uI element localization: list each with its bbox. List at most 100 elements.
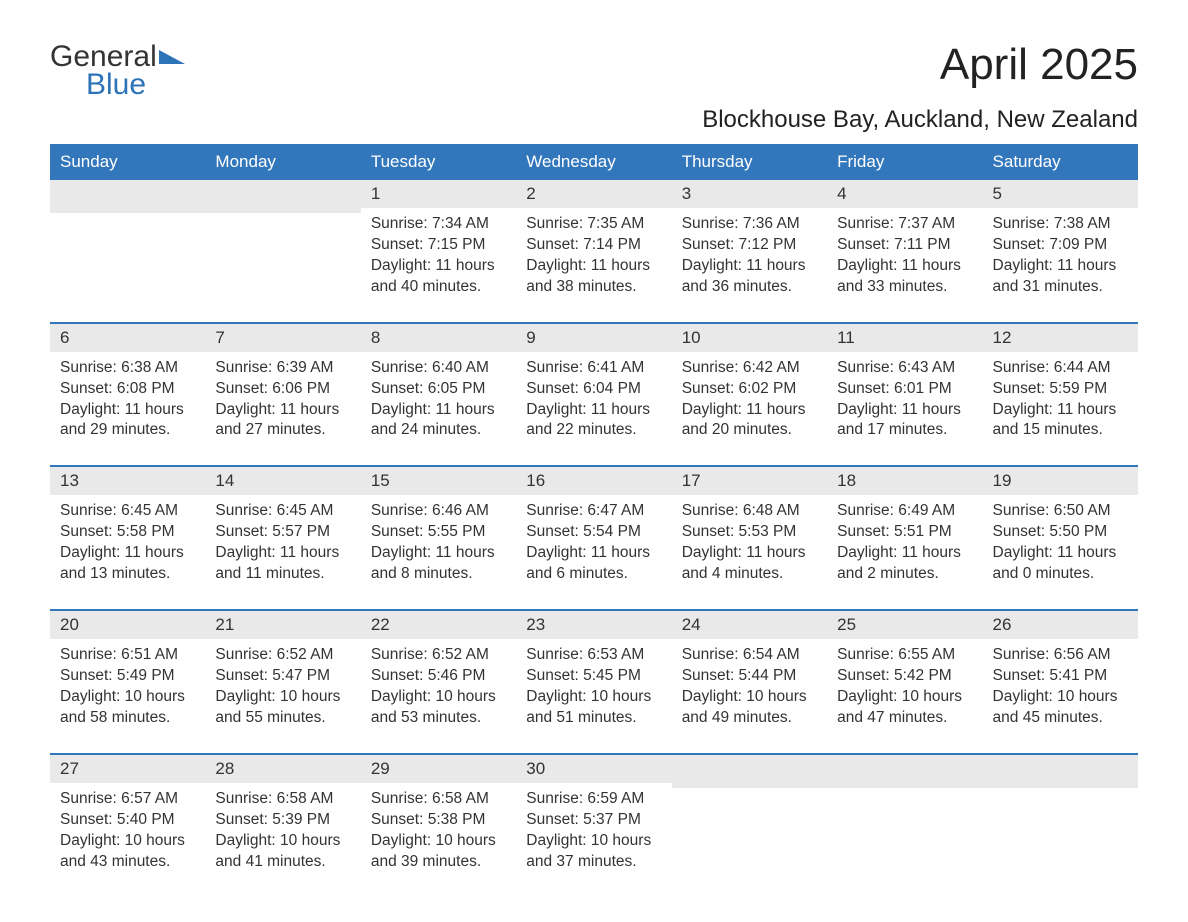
day-content: Sunrise: 6:43 AMSunset: 6:01 PMDaylight:… [827, 352, 982, 452]
date-number: 7 [205, 324, 360, 352]
day-content: Sunrise: 6:41 AMSunset: 6:04 PMDaylight:… [516, 352, 671, 452]
date-number: 13 [50, 467, 205, 495]
day-content: Sunrise: 7:37 AMSunset: 7:11 PMDaylight:… [827, 208, 982, 308]
day-content: Sunrise: 6:40 AMSunset: 6:05 PMDaylight:… [361, 352, 516, 452]
sunset-text: Sunset: 5:54 PM [526, 522, 661, 543]
day-content: Sunrise: 7:38 AMSunset: 7:09 PMDaylight:… [983, 208, 1138, 308]
date-number: 1 [361, 180, 516, 208]
daylight-text: Daylight: 10 hours and 51 minutes. [526, 687, 661, 729]
daylight-text: Daylight: 10 hours and 45 minutes. [993, 687, 1128, 729]
sunset-text: Sunset: 5:58 PM [60, 522, 195, 543]
day-content: Sunrise: 6:58 AMSunset: 5:39 PMDaylight:… [205, 783, 360, 883]
date-number [672, 755, 827, 788]
date-number: 27 [50, 755, 205, 783]
date-number: 22 [361, 611, 516, 639]
day-cell: 20Sunrise: 6:51 AMSunset: 5:49 PMDayligh… [50, 611, 205, 739]
date-number: 17 [672, 467, 827, 495]
sunset-text: Sunset: 5:41 PM [993, 666, 1128, 687]
daylight-text: Daylight: 10 hours and 41 minutes. [215, 831, 350, 873]
sunset-text: Sunset: 6:02 PM [682, 379, 817, 400]
month-title: April 2025 [940, 40, 1138, 90]
sunset-text: Sunset: 6:06 PM [215, 379, 350, 400]
sunset-text: Sunset: 7:12 PM [682, 235, 817, 256]
day-content: Sunrise: 6:38 AMSunset: 6:08 PMDaylight:… [50, 352, 205, 452]
sunset-text: Sunset: 7:15 PM [371, 235, 506, 256]
date-number: 5 [983, 180, 1138, 208]
daylight-text: Daylight: 10 hours and 37 minutes. [526, 831, 661, 873]
day-cell: 15Sunrise: 6:46 AMSunset: 5:55 PMDayligh… [361, 467, 516, 595]
location: Blockhouse Bay, Auckland, New Zealand [50, 106, 1138, 134]
date-number: 19 [983, 467, 1138, 495]
date-number: 29 [361, 755, 516, 783]
day-content: Sunrise: 6:58 AMSunset: 5:38 PMDaylight:… [361, 783, 516, 883]
sunset-text: Sunset: 6:05 PM [371, 379, 506, 400]
day-header: Saturday [983, 144, 1138, 180]
sunset-text: Sunset: 5:57 PM [215, 522, 350, 543]
calendar: Sunday Monday Tuesday Wednesday Thursday… [50, 144, 1138, 882]
sunset-text: Sunset: 5:49 PM [60, 666, 195, 687]
day-header: Friday [827, 144, 982, 180]
sunrise-text: Sunrise: 6:55 AM [837, 645, 972, 666]
day-cell: 23Sunrise: 6:53 AMSunset: 5:45 PMDayligh… [516, 611, 671, 739]
week-row: 13Sunrise: 6:45 AMSunset: 5:58 PMDayligh… [50, 465, 1138, 595]
sunrise-text: Sunrise: 6:52 AM [215, 645, 350, 666]
day-content: Sunrise: 6:52 AMSunset: 5:47 PMDaylight:… [205, 639, 360, 739]
day-cell: 16Sunrise: 6:47 AMSunset: 5:54 PMDayligh… [516, 467, 671, 595]
day-cell: 26Sunrise: 6:56 AMSunset: 5:41 PMDayligh… [983, 611, 1138, 739]
daylight-text: Daylight: 11 hours and 13 minutes. [60, 543, 195, 585]
daylight-text: Daylight: 11 hours and 40 minutes. [371, 256, 506, 298]
sunrise-text: Sunrise: 6:40 AM [371, 358, 506, 379]
day-header: Wednesday [516, 144, 671, 180]
day-content: Sunrise: 6:48 AMSunset: 5:53 PMDaylight:… [672, 495, 827, 595]
day-content: Sunrise: 6:42 AMSunset: 6:02 PMDaylight:… [672, 352, 827, 452]
sunrise-text: Sunrise: 6:45 AM [60, 501, 195, 522]
flag-icon [159, 40, 185, 74]
sunrise-text: Sunrise: 6:49 AM [837, 501, 972, 522]
day-cell: 3Sunrise: 7:36 AMSunset: 7:12 PMDaylight… [672, 180, 827, 308]
daylight-text: Daylight: 11 hours and 2 minutes. [837, 543, 972, 585]
date-number [50, 180, 205, 213]
date-number: 11 [827, 324, 982, 352]
day-content: Sunrise: 6:57 AMSunset: 5:40 PMDaylight:… [50, 783, 205, 883]
day-content: Sunrise: 7:35 AMSunset: 7:14 PMDaylight:… [516, 208, 671, 308]
sunset-text: Sunset: 5:37 PM [526, 810, 661, 831]
day-cell [827, 755, 982, 883]
day-cell: 29Sunrise: 6:58 AMSunset: 5:38 PMDayligh… [361, 755, 516, 883]
day-content: Sunrise: 7:34 AMSunset: 7:15 PMDaylight:… [361, 208, 516, 308]
sunset-text: Sunset: 5:50 PM [993, 522, 1128, 543]
day-cell: 21Sunrise: 6:52 AMSunset: 5:47 PMDayligh… [205, 611, 360, 739]
sunset-text: Sunset: 5:40 PM [60, 810, 195, 831]
day-cell: 6Sunrise: 6:38 AMSunset: 6:08 PMDaylight… [50, 324, 205, 452]
sunrise-text: Sunrise: 6:50 AM [993, 501, 1128, 522]
day-content: Sunrise: 6:39 AMSunset: 6:06 PMDaylight:… [205, 352, 360, 452]
day-content: Sunrise: 7:36 AMSunset: 7:12 PMDaylight:… [672, 208, 827, 308]
date-number: 30 [516, 755, 671, 783]
day-cell: 24Sunrise: 6:54 AMSunset: 5:44 PMDayligh… [672, 611, 827, 739]
daylight-text: Daylight: 11 hours and 29 minutes. [60, 400, 195, 442]
week-row: 20Sunrise: 6:51 AMSunset: 5:49 PMDayligh… [50, 609, 1138, 739]
daylight-text: Daylight: 11 hours and 27 minutes. [215, 400, 350, 442]
day-content: Sunrise: 6:53 AMSunset: 5:45 PMDaylight:… [516, 639, 671, 739]
sunset-text: Sunset: 5:59 PM [993, 379, 1128, 400]
day-header: Tuesday [361, 144, 516, 180]
date-number: 18 [827, 467, 982, 495]
day-cell: 22Sunrise: 6:52 AMSunset: 5:46 PMDayligh… [361, 611, 516, 739]
daylight-text: Daylight: 11 hours and 0 minutes. [993, 543, 1128, 585]
day-cell: 13 Sunrise: 6:45 AMSunset: 5:58 PMDayligh… [50, 467, 205, 595]
sunrise-text: Sunrise: 6:41 AM [526, 358, 661, 379]
sunrise-text: Sunrise: 6:51 AM [60, 645, 195, 666]
day-cell: 4Sunrise: 7:37 AMSunset: 7:11 PMDaylight… [827, 180, 982, 308]
daylight-text: Daylight: 10 hours and 53 minutes. [371, 687, 506, 729]
daylight-text: Daylight: 10 hours and 49 minutes. [682, 687, 817, 729]
sunrise-text: Sunrise: 7:37 AM [837, 214, 972, 235]
day-cell: 12Sunrise: 6:44 AMSunset: 5:59 PMDayligh… [983, 324, 1138, 452]
day-content: Sunrise: 6:52 AMSunset: 5:46 PMDaylight:… [361, 639, 516, 739]
sunset-text: Sunset: 5:39 PM [215, 810, 350, 831]
day-cell: 17Sunrise: 6:48 AMSunset: 5:53 PMDayligh… [672, 467, 827, 595]
day-content: Sunrise: 6:47 AMSunset: 5:54 PMDaylight:… [516, 495, 671, 595]
day-content: Sunrise: 6:46 AMSunset: 5:55 PMDaylight:… [361, 495, 516, 595]
day-cell [205, 180, 360, 308]
date-number: 12 [983, 324, 1138, 352]
daylight-text: Daylight: 11 hours and 11 minutes. [215, 543, 350, 585]
date-number: 28 [205, 755, 360, 783]
